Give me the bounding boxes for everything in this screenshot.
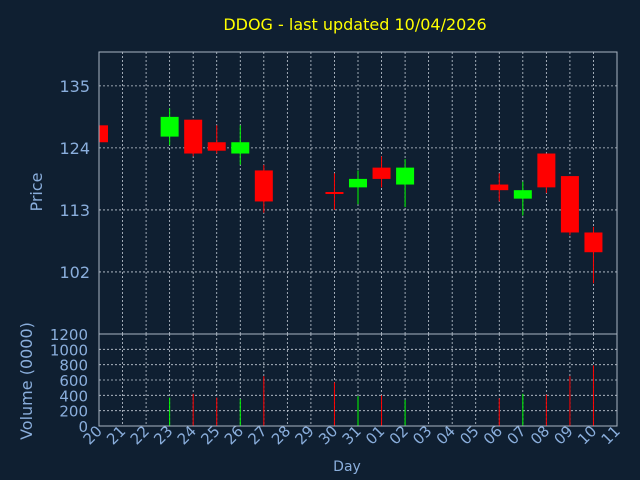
candle bbox=[160, 108, 179, 146]
chart-title: DDOG - last updated 10/04/2026 bbox=[223, 15, 486, 34]
price-tick-label: 102 bbox=[59, 263, 90, 282]
volume-axis-label: Volume (0000) bbox=[17, 322, 36, 440]
candle-body bbox=[513, 190, 532, 199]
y-axis-label: Price bbox=[27, 172, 46, 211]
x-axis-label: Day bbox=[333, 459, 361, 475]
candle-body bbox=[537, 153, 556, 188]
candle-body bbox=[560, 176, 579, 233]
candle-body bbox=[584, 232, 603, 253]
candle bbox=[184, 119, 203, 157]
volume-tick-label: 200 bbox=[59, 403, 88, 421]
volume-tick-label: 400 bbox=[59, 387, 88, 405]
candle-body bbox=[490, 184, 509, 191]
candle-body bbox=[396, 167, 415, 185]
candle bbox=[207, 125, 226, 154]
candle bbox=[396, 159, 415, 208]
volume-tick-label: 800 bbox=[59, 357, 88, 375]
candle bbox=[325, 173, 344, 210]
candle-body bbox=[231, 142, 250, 154]
volume-tick-label: 600 bbox=[59, 372, 88, 390]
volume-tick-label: 1000 bbox=[50, 341, 88, 359]
candle bbox=[513, 181, 532, 216]
candle bbox=[349, 170, 367, 205]
candle-body bbox=[254, 170, 273, 202]
price-tick-labels: 102 113 124 135 bbox=[59, 77, 90, 282]
candle bbox=[98, 125, 108, 143]
volume-tick-label: 1200 bbox=[50, 326, 88, 344]
candle-body bbox=[160, 116, 179, 137]
candle bbox=[490, 173, 509, 202]
candle bbox=[254, 164, 273, 213]
candle bbox=[372, 156, 391, 188]
volume-tick-label: 0 bbox=[78, 418, 88, 436]
candle-body bbox=[207, 142, 226, 151]
volume-panel-frame bbox=[98, 333, 618, 427]
price-tick-label: 124 bbox=[59, 139, 90, 158]
candle-body bbox=[184, 119, 203, 154]
volume-bars bbox=[169, 365, 594, 426]
price-tick-label: 135 bbox=[59, 77, 90, 96]
price-tick-label: 113 bbox=[59, 201, 90, 220]
candle bbox=[231, 125, 250, 165]
candle bbox=[560, 176, 579, 236]
candle-body bbox=[372, 167, 391, 179]
candle-body bbox=[99, 125, 108, 143]
candles bbox=[98, 108, 603, 284]
candle bbox=[537, 153, 556, 193]
candle bbox=[584, 226, 603, 284]
candle-body bbox=[349, 178, 367, 188]
